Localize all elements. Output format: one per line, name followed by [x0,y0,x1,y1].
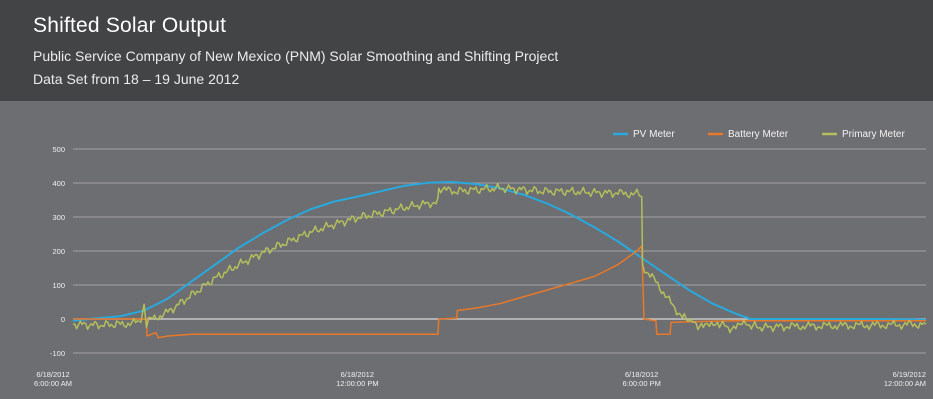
series-layer [72,181,927,339]
legend: PV Meter Battery Meter Primary Meter [613,129,905,140]
chart-area: -100 0 100 200 300 400 500 6/18/2012 6:00:00 AM 6… [0,101,933,399]
y-tick-label: 400 [52,179,65,188]
chart-title: Shifted Solar Output [33,14,227,37]
dataset-label: Data Set from 18 – 19 June 2012 [33,71,240,87]
series-battery-meter [73,245,926,339]
chart-subtitle: Public Service Company of New Mexico (PN… [33,48,559,64]
legend-label: PV Meter [633,129,675,140]
legend-item-pv-meter: PV Meter [613,129,675,140]
y-tick-label: 300 [52,213,65,222]
x-tick-time: 6:00:00 PM [622,379,660,388]
y-tick-label: 200 [52,247,65,256]
series-primary-meter [73,182,927,334]
chart-header: Shifted Solar Output Public Service Comp… [0,0,933,101]
grid-layer [73,148,926,354]
x-tick-date: 6/19/2012 [893,370,926,379]
y-tick-label: -100 [50,349,65,358]
y-tick-label: 100 [52,281,65,290]
legend-item-primary-meter: Primary Meter [822,129,905,140]
legend-label: Primary Meter [842,129,905,140]
x-tick-time: 12:00:00 PM [336,379,379,388]
y-tick-label: 500 [52,145,65,154]
legend-item-battery-meter: Battery Meter [708,129,789,140]
x-tick-time: 12:00:00 AM [884,379,926,388]
x-tick-date: 6/18/2012 [625,370,658,379]
legend-label: Battery Meter [728,129,789,140]
y-tick-label: 0 [61,315,65,324]
x-tick-time: 6:00:00 AM [34,379,72,388]
series-pv-meter [72,181,927,322]
x-tick-date: 6/18/2012 [36,370,69,379]
x-tick-date: 6/18/2012 [341,370,374,379]
